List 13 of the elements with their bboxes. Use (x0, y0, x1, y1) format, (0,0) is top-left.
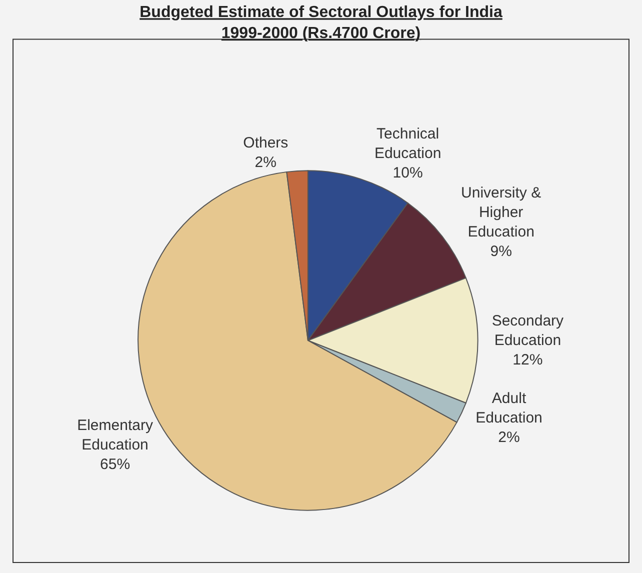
data-label: 12% (512, 351, 543, 368)
data-label: 2% (254, 154, 276, 172)
slice-label: University & Higher Education (461, 184, 542, 240)
slice-label: Technical Education (374, 126, 442, 162)
data-label: 10% (392, 164, 423, 182)
chart-title: Budgeted Estimate of Sectoral Outlays for India 1999-2000 (Rs.4700 Crore) (140, 4, 502, 42)
slice-label: Others (243, 134, 288, 152)
slice-label: Elementary Education (77, 416, 154, 454)
slice-label: Adult Education (476, 390, 542, 426)
slice-label: Secondary Education (492, 312, 564, 349)
data-label: 65% (100, 456, 130, 473)
data-label: 2% (498, 428, 520, 446)
data-label: 9% (490, 242, 512, 260)
